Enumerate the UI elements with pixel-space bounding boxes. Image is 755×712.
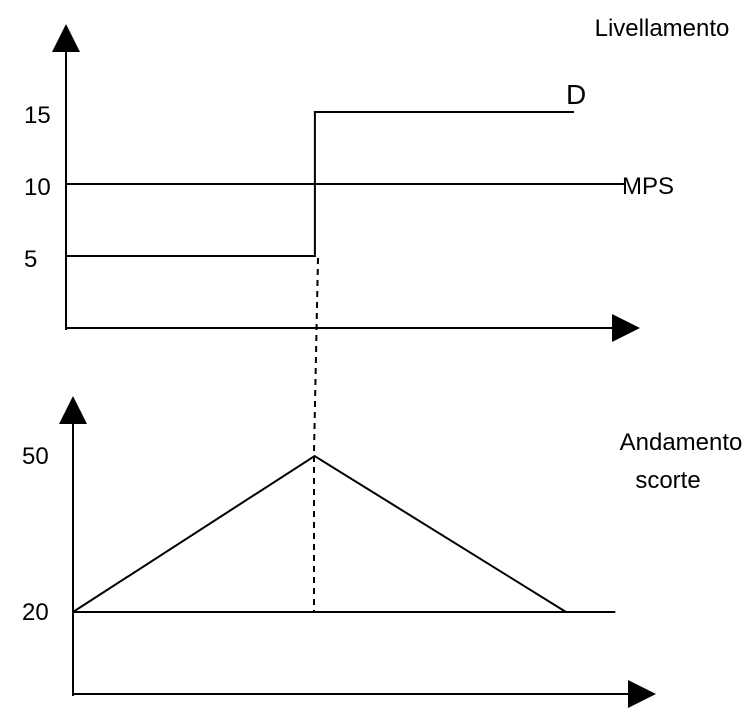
top-y-tick-5: 5 [24, 246, 37, 273]
bottom-y-tick-50: 50 [22, 443, 49, 470]
top-y-tick-15: 15 [24, 102, 51, 129]
top-x-axis-arrow [612, 314, 640, 342]
stock-level-line [72, 454, 567, 613]
series-mps-label: MPS [622, 173, 674, 200]
peak-guide-dashed-line [313, 257, 319, 612]
top-chart-title: Livellamento [595, 15, 730, 42]
bottom-y-axis-arrow [59, 396, 87, 424]
series-d-label: D [566, 79, 586, 110]
bottom-x-axis-arrow [628, 680, 656, 708]
bottom-chart-title-line-2: scorte [635, 467, 700, 494]
bottom-y-tick-20: 20 [22, 599, 49, 626]
top-y-tick-10: 10 [24, 174, 51, 201]
bottom-chart-title-line-1: Andamento [620, 429, 743, 456]
leveling-chart: Livellamento 15 10 5 D MPS [24, 15, 729, 342]
top-y-axis-arrow [52, 24, 80, 52]
inventory-trend-chart: Andamento scorte 50 20 [22, 396, 742, 708]
